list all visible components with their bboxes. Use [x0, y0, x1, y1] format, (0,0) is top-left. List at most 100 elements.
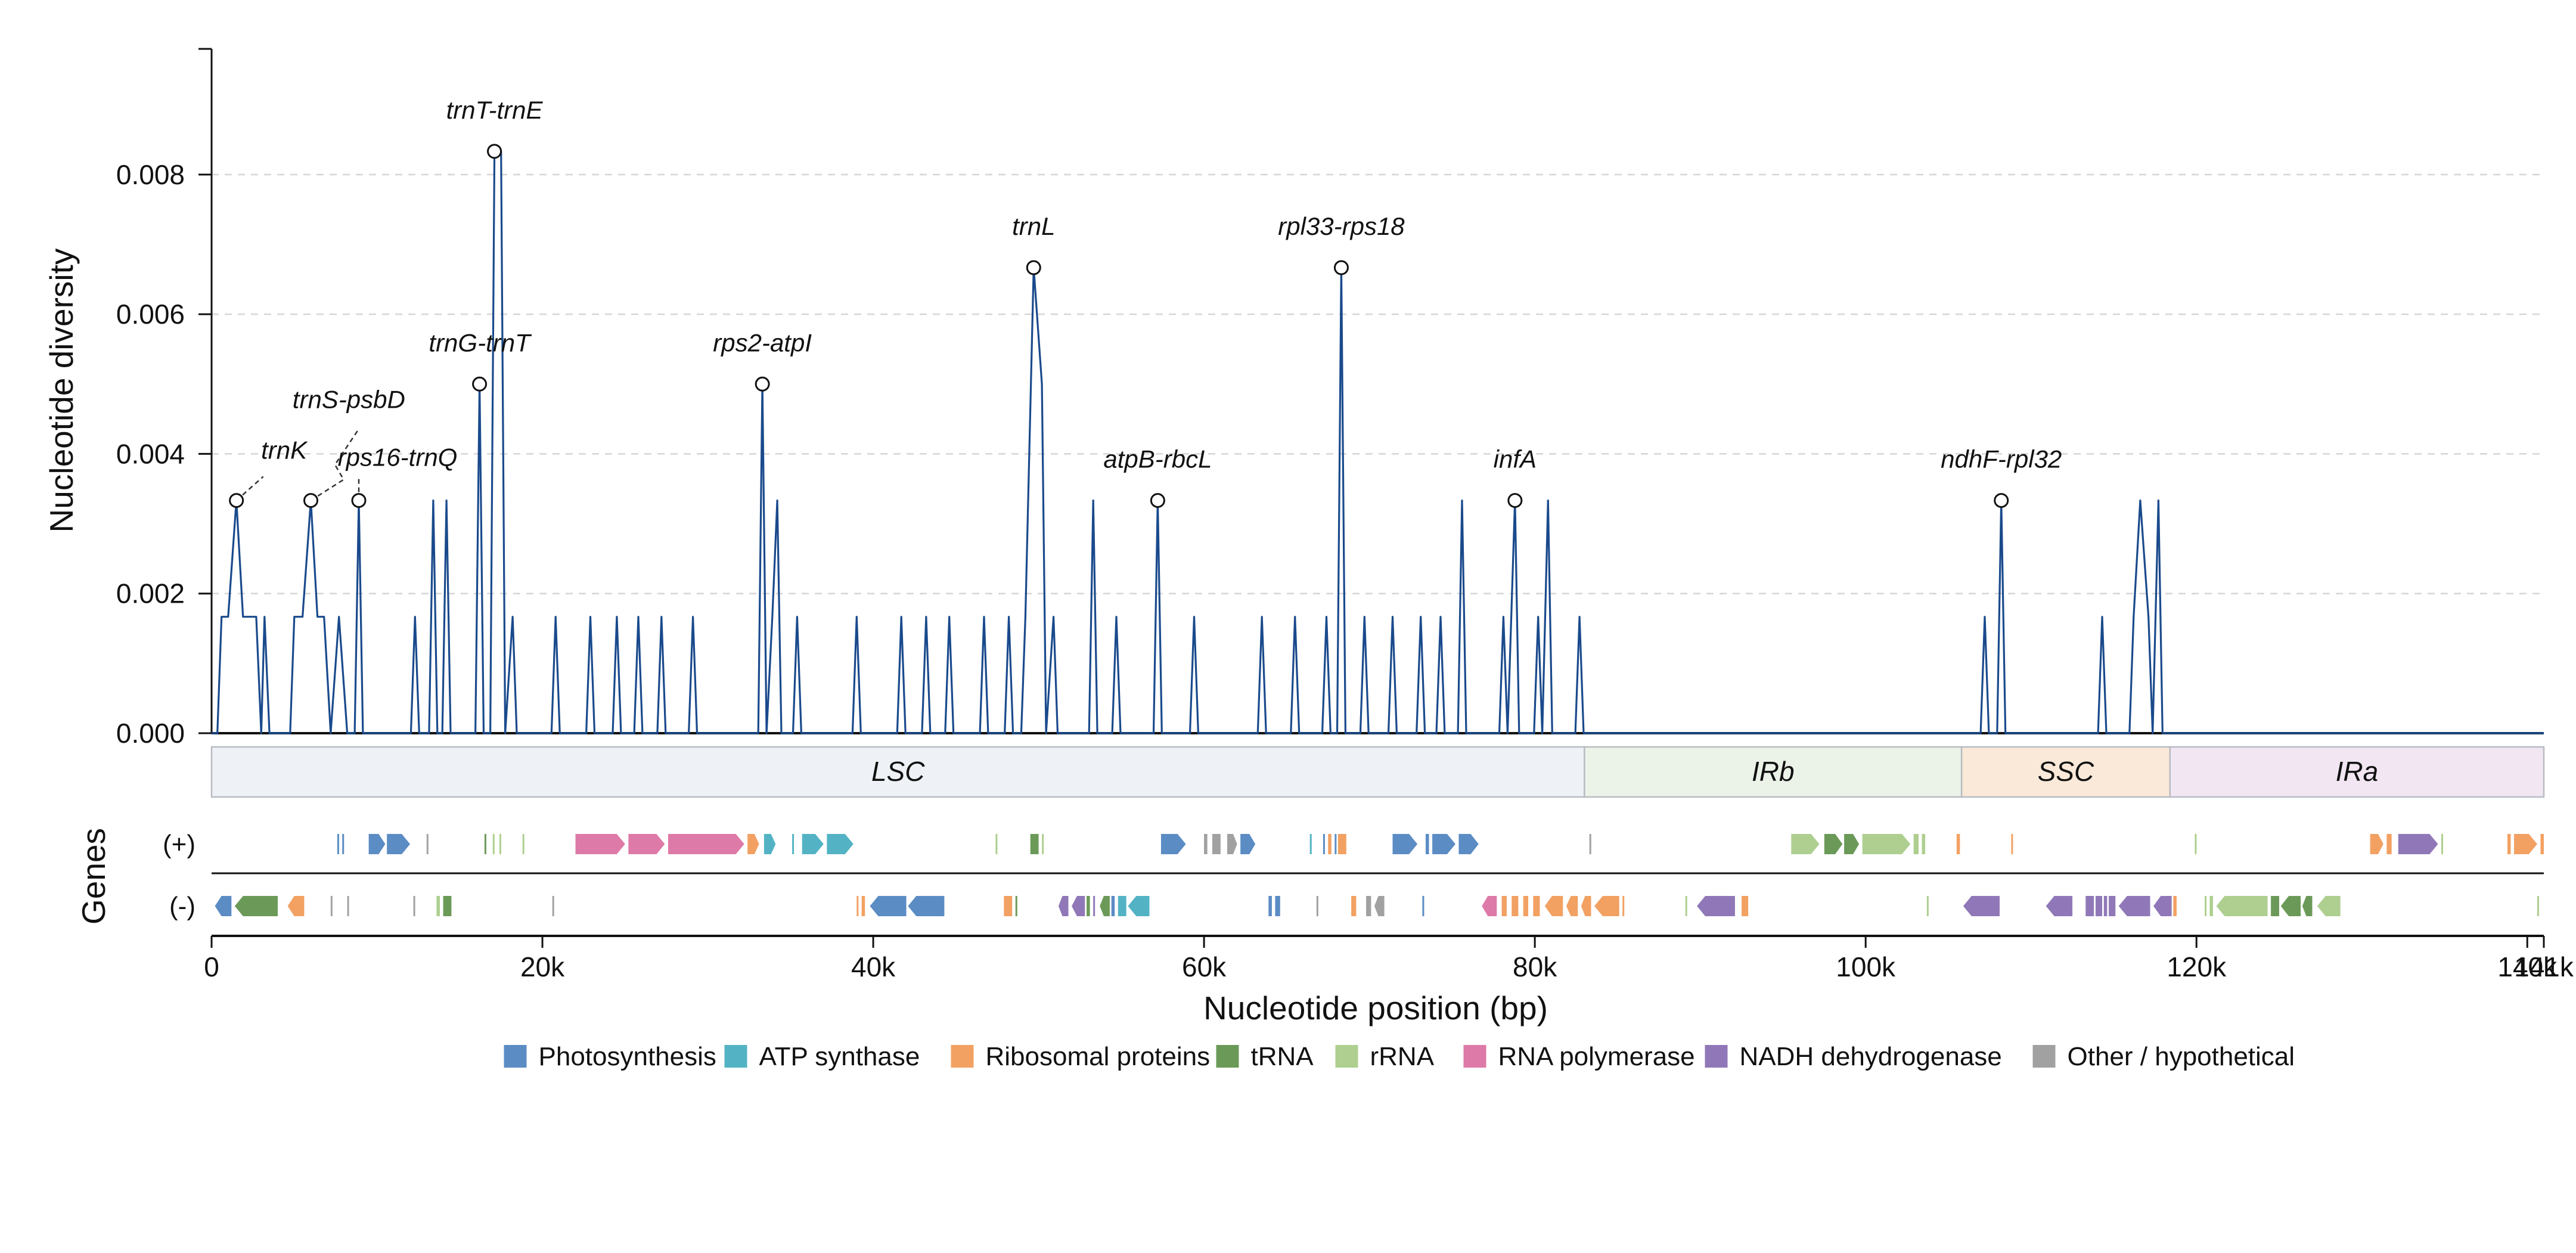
gene-block — [1351, 896, 1357, 916]
gene-block — [1956, 834, 1960, 854]
legend-entry: Ribosomal proteins — [986, 1042, 1211, 1071]
region-block — [1584, 746, 1963, 798]
peak-label: rps16-trnQ — [338, 443, 458, 472]
gene-block — [436, 896, 440, 916]
gene-block — [1087, 896, 1090, 916]
legend-entry: Photosynthesis — [539, 1042, 716, 1071]
gene-arrow — [908, 896, 945, 916]
legend-entry: tRNA — [1251, 1042, 1314, 1071]
genome-regions: LSC IRb SSC IRa — [210, 746, 2545, 798]
gene-block — [1422, 896, 1424, 916]
gene-arrow — [387, 834, 411, 854]
gene-block — [2507, 834, 2511, 854]
gene-block — [2441, 834, 2443, 854]
gene-block — [2540, 834, 2544, 854]
peak-label: rpl33-rps18 — [1278, 212, 1405, 240]
legend-swatch — [1463, 1045, 1486, 1068]
plot-axes — [198, 48, 2544, 937]
region-block — [1960, 746, 2171, 798]
gene-block — [413, 896, 415, 916]
gene-arrow — [1482, 896, 1497, 916]
gene-arrow — [2153, 896, 2172, 916]
gene-arrow — [1594, 896, 1619, 916]
gene-block — [2103, 896, 2108, 916]
gene-block — [2205, 896, 2207, 916]
gene-arrow — [1844, 834, 1860, 854]
gene-block — [792, 834, 794, 854]
gene-block — [2109, 896, 2116, 916]
y-tick-label: 0.002 — [116, 578, 185, 609]
gene-block — [2011, 834, 2013, 854]
gene-block — [1589, 834, 1591, 854]
gene-block — [1309, 834, 1312, 854]
x-tick-label: 80k — [1513, 951, 1557, 982]
gene-block — [2209, 896, 2213, 916]
peak-marker — [1333, 260, 1349, 275]
x-tick-label: 0 — [204, 951, 219, 982]
peak-annotations: trnK trnS-psbD rps16-trnQ trnG-trnT trnT-trn… — [229, 96, 2062, 508]
gene-arrow — [215, 896, 232, 916]
gene-block — [1118, 896, 1126, 916]
legend-entry: rRNA — [1370, 1042, 1435, 1071]
legend-swatch — [1705, 1045, 1728, 1068]
legend-swatch — [1335, 1045, 1358, 1068]
legend-swatch — [2032, 1045, 2056, 1068]
legend-entry: NADH dehydrogenase — [1740, 1042, 2002, 1071]
gene-block — [1030, 834, 1039, 854]
legend-swatch — [504, 1045, 527, 1068]
gene-arrow — [1374, 896, 1385, 916]
gene-block — [1316, 896, 1318, 916]
gene-block — [2085, 896, 2094, 916]
gene-arrow — [2370, 834, 2383, 854]
peak-leader-line — [235, 476, 264, 501]
gene-block — [856, 896, 859, 916]
peak-marker — [1994, 493, 2009, 508]
gene-arrow — [1697, 896, 1735, 916]
gene-arrow — [1862, 834, 1911, 854]
gene-block — [347, 896, 349, 916]
peak-label: infA — [1494, 445, 1537, 473]
gene-arrow — [764, 834, 776, 854]
gene-arrow — [2280, 896, 2301, 916]
gene-block — [522, 834, 524, 854]
region-block — [2169, 746, 2545, 798]
gene-arrow — [2118, 896, 2150, 916]
gene-arrow — [1240, 834, 1256, 854]
gene-block — [1328, 834, 1332, 854]
region-label: SSC — [2038, 756, 2094, 787]
series-line — [212, 150, 2544, 734]
legend-swatch — [724, 1045, 747, 1068]
gene-block — [426, 834, 429, 854]
gene-tracks — [215, 834, 2544, 916]
gene-arrow — [2216, 896, 2268, 916]
gene-arrow — [1791, 834, 1820, 854]
gene-block — [1622, 896, 1625, 916]
gene-block — [492, 834, 495, 854]
gene-block — [1523, 896, 1529, 916]
peak-marker — [472, 376, 488, 392]
peak-marker — [303, 493, 319, 508]
gene-arrow — [368, 834, 386, 854]
gene-arrow — [1581, 896, 1591, 916]
gene-arrow — [1824, 834, 1843, 854]
gene-arrow — [2514, 834, 2537, 854]
y-tick-label: 0.000 — [116, 718, 185, 749]
gene-block — [995, 834, 998, 854]
gene-block — [1501, 896, 1507, 916]
peak-leader-line — [310, 428, 360, 501]
peak-marker — [1026, 260, 1041, 275]
peak-marker — [487, 144, 502, 159]
gene-block — [1742, 896, 1749, 916]
y-tick-label: 0.004 — [116, 438, 185, 469]
gene-block — [1512, 896, 1519, 916]
legend-swatch — [951, 1045, 974, 1068]
gene-arrow — [234, 896, 278, 916]
y-gridlines — [212, 173, 2544, 594]
peak-marker — [755, 376, 770, 392]
gene-arrow — [2046, 896, 2073, 916]
legend-swatch — [1216, 1045, 1239, 1068]
plus-strand-label: (+) — [163, 830, 195, 859]
gene-block — [552, 896, 554, 916]
gene-block — [1334, 834, 1337, 854]
